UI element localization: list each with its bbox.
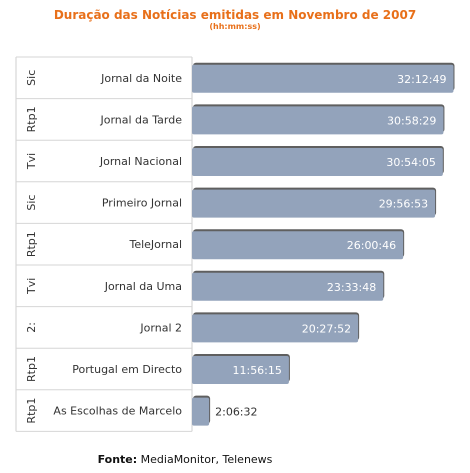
category-label: Jornal da Tarde xyxy=(99,113,182,126)
bar xyxy=(192,231,404,260)
category-label: TeleJornal xyxy=(128,238,182,251)
source-note: Fonte: MediaMonitor, Telenews xyxy=(0,453,370,466)
bar xyxy=(192,64,454,93)
group-label: Tvi xyxy=(25,278,38,295)
category-label: As Escolhas de Marcelo xyxy=(53,405,182,418)
category-label: Jornal Nacional xyxy=(99,155,182,168)
data-label: 30:54:05 xyxy=(386,156,435,169)
bar xyxy=(192,189,436,218)
data-label: 32:12:49 xyxy=(397,73,446,86)
group-label: Rtp1 xyxy=(25,106,38,132)
bar xyxy=(192,314,359,343)
category-label: Jornal 2 xyxy=(139,321,182,334)
group-label: Sic xyxy=(25,195,38,211)
bars xyxy=(192,62,455,426)
data-label: 23:33:48 xyxy=(327,281,376,294)
group-label: Rtp1 xyxy=(25,231,38,257)
group-label: Sic xyxy=(25,70,38,86)
bar xyxy=(192,397,210,426)
group-label: Rtp1 xyxy=(25,398,38,424)
bar-chart: Sic Jornal da Noite 32:12:49 Rtp1 Jornal da … xyxy=(15,56,455,432)
group-label: Tvi xyxy=(25,153,38,170)
category-label: Portugal em Directo xyxy=(72,363,182,376)
category-label: Jornal da Noite xyxy=(100,72,182,85)
chart-subtitle: (hh:mm:ss) xyxy=(209,22,261,31)
row-grid xyxy=(15,56,193,432)
chart-title: Duração das Notícias emitidas em Novembr… xyxy=(53,8,417,22)
group-label: 2: xyxy=(25,322,38,333)
bar xyxy=(192,106,444,135)
group-label: Rtp1 xyxy=(25,356,38,382)
data-label: 11:56:15 xyxy=(232,364,281,377)
bar xyxy=(192,148,443,176)
data-label: 29:56:53 xyxy=(379,198,428,211)
data-label: 30:58:29 xyxy=(387,114,436,127)
bar xyxy=(192,272,384,301)
bar xyxy=(192,356,289,384)
data-label: 20:27:52 xyxy=(302,322,351,335)
source-text: MediaMonitor, Telenews xyxy=(137,453,273,466)
category-label: Primeiro Jornal xyxy=(102,197,182,210)
data-label: 2:06:32 xyxy=(215,406,257,419)
source-label: Fonte: xyxy=(97,453,138,466)
category-label: Jornal da Uma xyxy=(104,280,182,293)
data-label: 26:00:46 xyxy=(347,239,396,252)
labels: Sic Jornal da Noite 32:12:49 Rtp1 Jornal da … xyxy=(25,70,446,424)
